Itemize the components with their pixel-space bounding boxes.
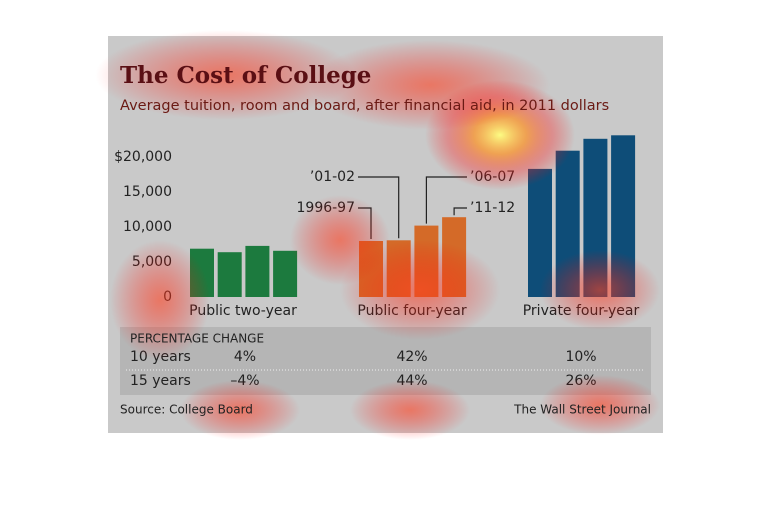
chart-title: The Cost of College	[120, 62, 371, 89]
table-cell: 42%	[396, 349, 427, 365]
table-cell: 4%	[234, 349, 256, 365]
chart-subtitle: Average tuition, room and board, after f…	[120, 98, 609, 114]
y-tick-label: 10,000	[123, 219, 172, 235]
source: Source: College Board	[120, 403, 253, 417]
series-label: ’01-02	[310, 169, 355, 185]
heatmap	[95, 30, 660, 440]
bar	[217, 252, 242, 297]
table-title: PERCENTAGE CHANGE	[130, 332, 264, 346]
series-label: ’11-12	[470, 200, 515, 216]
credit: The Wall Street Journal	[513, 403, 651, 417]
table-cell: 10%	[565, 349, 596, 365]
table-cell: 15 years	[130, 373, 191, 389]
leader-line	[358, 176, 400, 239]
y-tick-label: 15,000	[123, 184, 172, 200]
y-tick-label: $20,000	[114, 149, 172, 165]
bar	[273, 250, 298, 297]
bar	[245, 245, 270, 297]
leader-line	[453, 207, 467, 216]
x-tick-label: Public two-year	[189, 303, 297, 319]
